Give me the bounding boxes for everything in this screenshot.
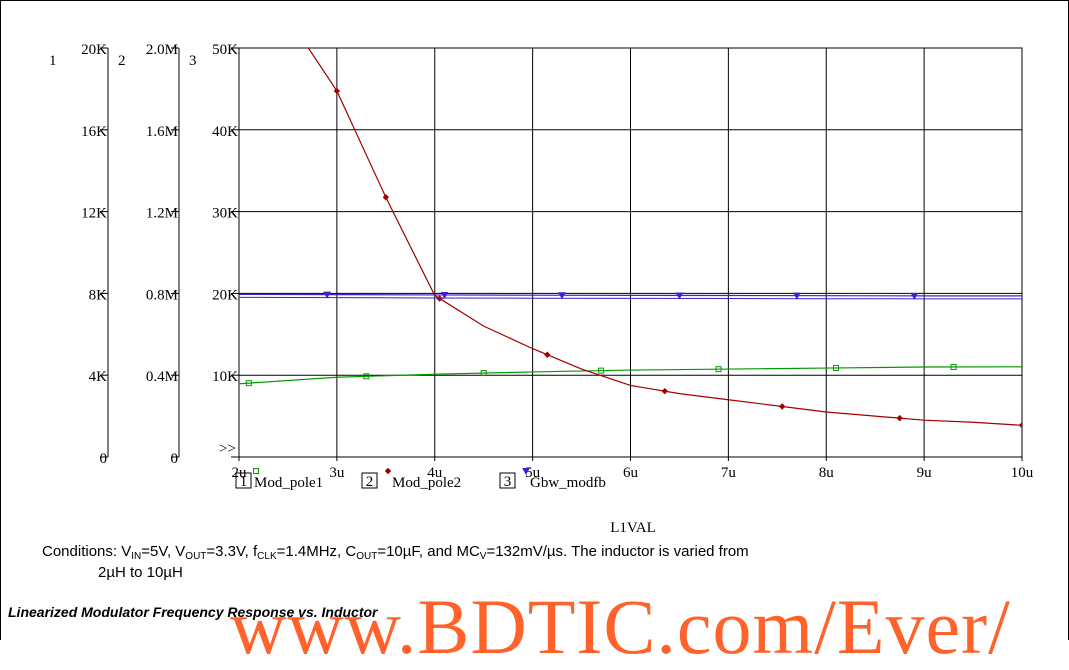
x-tick-label: 7u: [721, 465, 737, 481]
x-tick-label: 4u: [427, 465, 443, 481]
data-marker: [833, 364, 840, 371]
legend-item-Gbw_modfb: 3 Gbw_modfb: [499, 468, 606, 491]
y-axis-2-id: 2: [118, 53, 126, 69]
data-marker: [715, 366, 722, 373]
data-marker: [245, 380, 252, 387]
data-marker: [896, 414, 903, 422]
y-axis-3-tick-label: 50K: [212, 42, 238, 58]
x-tick-label: 9u: [917, 465, 933, 481]
x-axis-label: L1VAL: [610, 520, 656, 536]
y-axis-3-tick-label: 10K: [212, 369, 238, 385]
data-marker: [598, 367, 605, 374]
data-marker: [253, 468, 259, 474]
y-axis-2-tick-label: 0.4M: [146, 369, 178, 385]
y-axis-1-tick-label: 16K: [81, 124, 107, 140]
caption-line2: 2µH to 10µH: [98, 564, 183, 581]
caption-cout-sub: OUT: [356, 551, 378, 562]
data-marker: [522, 468, 530, 476]
data-marker: [558, 292, 566, 300]
data-marker: [544, 351, 551, 358]
caption-vin-val: =5V, V: [141, 543, 186, 560]
y-axis-3-tick-label: 40K: [212, 124, 238, 140]
data-marker: [1018, 422, 1022, 429]
series-line-Mod_pole2: [307, 48, 1022, 426]
x-tick-label: 3u: [329, 465, 345, 481]
data-marker: [950, 363, 957, 370]
data-marker: [675, 292, 684, 300]
data-marker: [384, 467, 392, 475]
data-marker: [910, 292, 919, 300]
data-marker: [333, 87, 341, 95]
legend-number: 1: [240, 474, 248, 490]
chart-window: 2u 3u 4u 5u 6u 7u 8u 9u 10u 1 0 4K 8K 12K 16K 20K 2 0 0.4M…: [0, 0, 1069, 640]
caption-lead: Conditions: V: [42, 543, 132, 560]
series-line-Gbw_modfb: [239, 293, 1022, 297]
y-axis-2-tick-label: 2.0M: [146, 42, 178, 58]
data-marker: [323, 291, 331, 299]
y-axis-1-tick-label: 0: [100, 451, 108, 467]
x-tick-label: 8u: [819, 465, 835, 481]
figure-title: Linearized Modulator Frequency Response …: [8, 604, 378, 620]
y-axis-3-id: 3: [189, 53, 197, 69]
legend-label: Mod_pole2: [392, 475, 461, 491]
legend-number: 3: [504, 474, 512, 490]
y-axis-3-tick-label: 20K: [212, 287, 238, 303]
y-axis-2-tick-label: 1.6M: [146, 124, 178, 140]
data-marker: [793, 292, 801, 300]
data-marker: [440, 291, 449, 300]
data-marker: [480, 370, 487, 377]
caption-cout-val: =10µF, and MC: [377, 543, 480, 560]
scale-marker: >>: [219, 441, 236, 457]
caption-mcv-val: =132mV/µs. The inductor is varied from: [486, 543, 749, 560]
series-Mod_pole1: [239, 363, 1022, 387]
chart-series: [239, 48, 1022, 429]
chart-tick-labels: 2u 3u 4u 5u 6u 7u 8u 9u 10u104K8K12K16K20K200.4M…: [49, 42, 1034, 481]
y-axis-1-tick-label: 8K: [89, 287, 108, 303]
x-tick-label: 10u: [1011, 465, 1034, 481]
y-axis-1-tick-label: 20K: [81, 42, 107, 58]
caption-fclk-val: =1.4MHz, C: [276, 543, 357, 560]
caption-vout-val: =3.3V, f: [206, 543, 258, 560]
caption-vin-sub: IN: [131, 551, 142, 562]
series-line-Mod_pole1: [239, 366, 1022, 385]
y-axis-1-tick-label: 12K: [81, 206, 107, 222]
y-axis-1-id: 1: [49, 53, 57, 69]
x-tick-label: 6u: [623, 465, 639, 481]
series-Gbw_modfb: [239, 291, 1022, 300]
legend-label: Mod_pole1: [254, 475, 323, 491]
y-axis-2-tick-label: 0.8M: [146, 287, 178, 303]
data-marker: [363, 373, 370, 380]
legend-box: [235, 472, 252, 489]
y-axis-1-tick-label: 4K: [89, 369, 108, 385]
legend-box: [361, 472, 378, 489]
caption-vout-sub: OUT: [185, 551, 207, 562]
y-axis-3-tick-label: 30K: [212, 206, 238, 222]
caption-mcv-sub: V: [479, 551, 487, 562]
y-axis-2-tick-label: 0: [171, 451, 179, 467]
y-axis-2-tick-label: 1.2M: [146, 206, 178, 222]
chart: 2u 3u 4u 5u 6u 7u 8u 9u 10u104K8K12K16K20K200.4M…: [49, 42, 1034, 536]
legend-box: [499, 472, 516, 489]
figure-caption: Conditions: VIN=5V, VOUT=3.3V, fCLK=1.4M…: [42, 541, 1042, 583]
legend-item-Mod_pole1: 1 Mod_pole1: [235, 468, 323, 491]
series-line2-Gbw_modfb: [239, 296, 1022, 300]
series-Mod_pole2: [307, 48, 1022, 429]
legend-item-Mod_pole2: 2 Mod_pole2: [361, 467, 461, 491]
watermark: www.BDTIC.com/Ever/: [230, 583, 1011, 670]
legend-number: 2: [366, 474, 374, 490]
data-marker: [382, 194, 390, 201]
chart-gridlines: [238, 47, 1023, 458]
data-marker: [661, 387, 668, 395]
chart-legend: 1 Mod_pole1 2 Mod_pole2 3 Gbw_modfb: [235, 467, 606, 491]
caption-fclk-sub: CLK: [257, 551, 277, 562]
data-marker: [778, 403, 786, 410]
chart-axes: [100, 47, 1023, 461]
legend-label: Gbw_modfb: [530, 475, 606, 491]
